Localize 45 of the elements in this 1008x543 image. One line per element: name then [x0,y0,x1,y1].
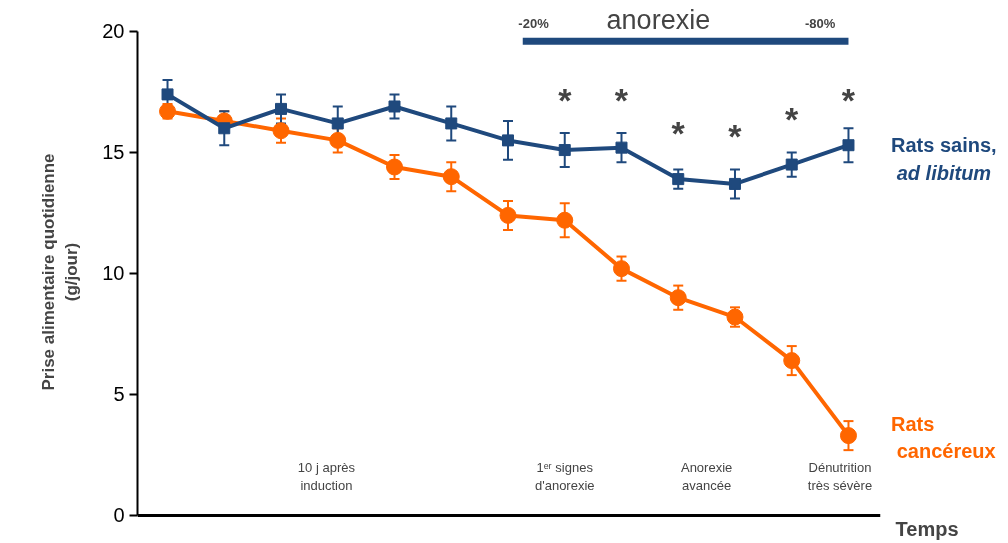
point [331,117,344,130]
y-tick-label: 10 [102,262,125,285]
y-axis-title: Prise alimentaire quotidienne (g/jour) [39,153,82,391]
annotation: * [614,80,629,119]
point [272,122,290,140]
point [612,260,630,278]
y-tick-label: 20 [102,20,125,43]
point [445,117,458,130]
point [499,206,517,224]
annotation: Dénutrition très sévère [807,459,873,493]
point [839,427,857,445]
annotation: * [785,99,800,138]
series-label: Rats cancéreux [891,412,996,463]
point [329,131,347,149]
annotation: * [728,116,743,155]
point [386,158,403,176]
y-tick-label: 15 [102,141,125,164]
point [275,102,288,115]
point [556,211,574,229]
annotation: Anorexie avancée [680,459,733,493]
y-tick-label: 5 [113,383,125,406]
annotation: * [558,80,573,119]
annotation: anorexie [606,5,711,36]
point [502,134,514,147]
point [388,100,401,113]
point [672,173,685,186]
point [442,168,460,186]
point [218,122,231,135]
point [842,139,855,152]
series-label: Rats sains, ad libitum [891,134,997,185]
point [785,158,798,171]
annotation: * [841,80,856,119]
text: -20% [518,16,550,32]
point [783,352,801,370]
point [161,88,174,101]
text: -80% [804,16,836,32]
x-axis-title: Temps [895,517,959,540]
point [669,289,687,307]
point [558,144,571,157]
point [615,141,628,154]
annotation: * [671,114,686,153]
annotation: 1ᵉʳ signes d'anorexie [534,459,595,493]
point [728,177,741,190]
y-tick-label: 0 [113,504,125,527]
annotation: 10 j après induction [297,459,356,493]
